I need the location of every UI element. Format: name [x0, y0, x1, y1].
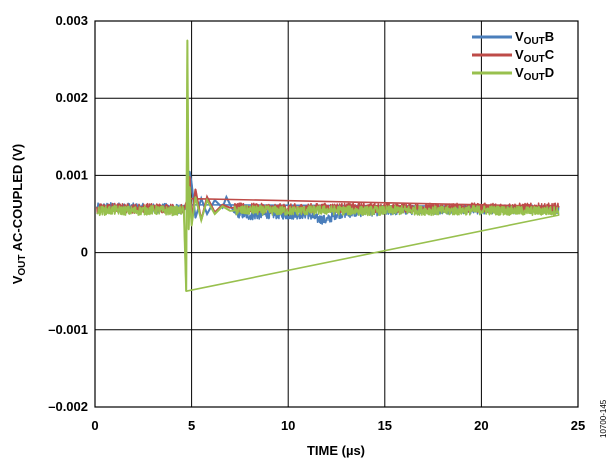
series-layer [96, 39, 560, 293]
y-tick-label: –0.002 [48, 399, 88, 414]
legend-label-base: V [515, 47, 524, 62]
y-axis-title-sub: OUT [17, 254, 28, 275]
legend-label-suffix: C [545, 47, 555, 62]
y-tick-label: 0.002 [55, 90, 88, 105]
legend-label: VOUTC [515, 47, 555, 65]
series-line-voutd [96, 39, 560, 293]
legend-label-sub: OUT [524, 54, 545, 65]
legend-label-suffix: D [545, 65, 554, 80]
y-tick-label: –0.001 [48, 322, 88, 337]
y-tick-label: 0.001 [55, 167, 88, 182]
y-axis-title-rest: AC-COUPLED (V) [10, 144, 25, 255]
x-tick-label: 0 [91, 418, 98, 433]
legend-label-base: V [515, 29, 524, 44]
legend-label-suffix: B [545, 29, 554, 44]
figure-id: 10700-145 [599, 399, 608, 438]
x-tick-label: 20 [474, 418, 488, 433]
x-tick-label: 25 [571, 418, 585, 433]
y-tick-label: 0 [81, 245, 88, 260]
x-axis-title: TIME (µs) [307, 443, 365, 458]
legend-label-sub: OUT [524, 36, 545, 47]
legend-label-sub: OUT [524, 72, 545, 83]
plot-frame [94, 20, 579, 408]
legend-label-base: V [515, 65, 524, 80]
y-tick-labels: –0.002 –0.001 0 0.001 0.002 0.003 [48, 13, 88, 414]
y-axis-title: VOUT AC-COUPLED (V) [10, 144, 28, 285]
series-transient-voutd [182, 40, 231, 292]
legend-label: VOUTB [515, 29, 554, 47]
legend-label: VOUTD [515, 65, 554, 83]
x-tick-label: 15 [378, 418, 392, 433]
x-tick-label: 10 [281, 418, 295, 433]
y-axis-title-base: V [10, 275, 25, 284]
x-tick-label: 5 [188, 418, 195, 433]
x-tick-labels: 0 5 10 15 20 25 [91, 418, 585, 433]
y-tick-label: 0.003 [55, 13, 88, 28]
